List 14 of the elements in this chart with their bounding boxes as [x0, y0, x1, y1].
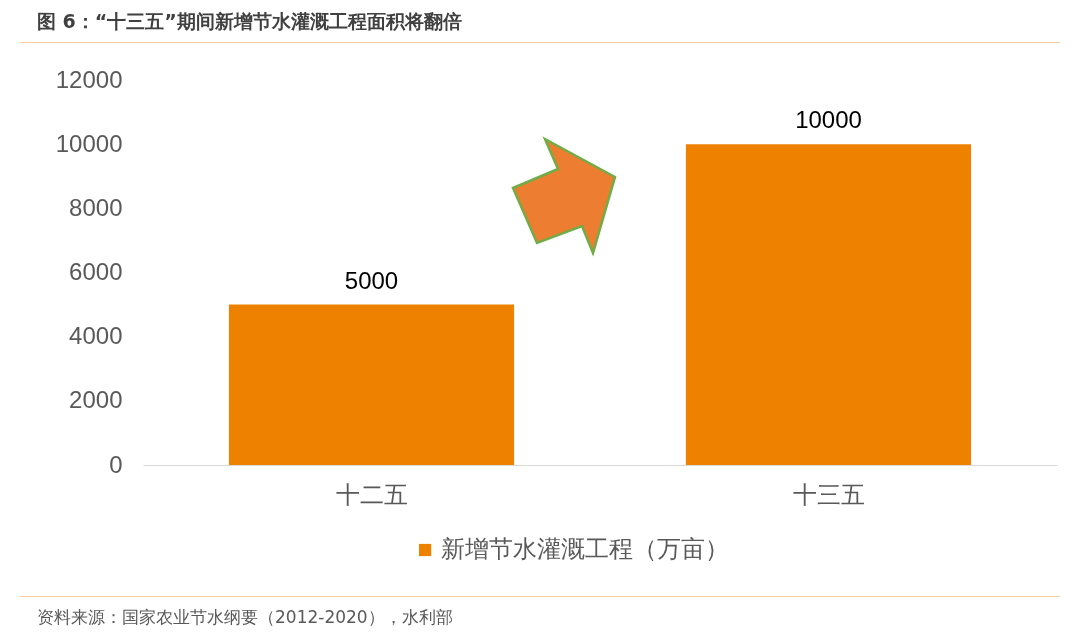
y-tick-label: 10000: [55, 129, 123, 157]
y-tick-label: 4000: [69, 322, 123, 350]
data-label: 5000: [344, 266, 399, 294]
x-tick-label: 十二五: [335, 481, 408, 508]
legend-label: 新增节水灌溉工程（万亩）: [441, 535, 730, 562]
y-tick-label: 2000: [69, 386, 123, 414]
x-tick-label: 十三五: [792, 481, 865, 508]
chart-title: 图 6：“十三五”期间新增节水灌溉工程面积将翻倍: [37, 9, 462, 34]
text: 资料来源：国家农业节水纲要（2012-2020），水利部: [37, 606, 453, 629]
data-label: 10000: [795, 106, 862, 134]
y-tick-label: 6000: [69, 258, 123, 285]
y-tick-label: 12000: [55, 65, 123, 93]
y-tick-label: 8000: [69, 193, 123, 221]
y-tick-label: 0: [109, 450, 123, 478]
